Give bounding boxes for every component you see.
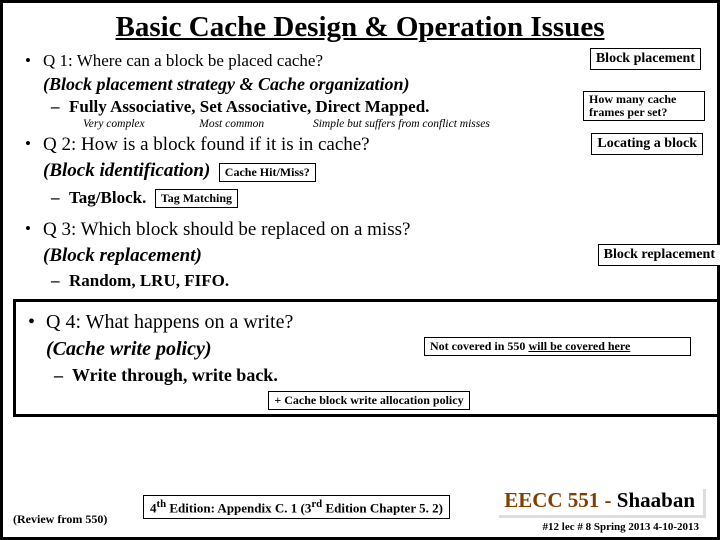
q1-note1: Very complex <box>83 118 145 130</box>
q4-policy: (Cache write policy) <box>46 338 212 360</box>
q4-sub: Write through, write back. <box>72 364 692 387</box>
q3-box: Block replacement <box>598 244 720 266</box>
q1-text: Q 1: Where can a block be placed cache? <box>43 51 323 70</box>
q2-text: Q 2: How is a block found if it is in ca… <box>43 134 370 155</box>
q1-line: Q 1: Where can a block be placed cache? … <box>43 50 695 71</box>
q3-line: Q 3: Which block should be replaced on a… <box>43 218 695 242</box>
q4-box: Not covered in 550 will be covered here <box>424 337 691 356</box>
footer-review: (Review from 550) <box>13 512 107 527</box>
q2-id: (Block identification) <box>43 160 210 181</box>
q1-note3: Simple but suffers from conflict misses <box>313 118 490 130</box>
slide: Basic Cache Design & Operation Issues Q … <box>0 0 720 540</box>
q1-sub: Fully Associative, Set Associative, Dire… <box>69 96 695 117</box>
q3-text: Q 3: Which block should be replaced on a… <box>43 219 410 240</box>
footer-meta: #12 lec # 8 Spring 2013 4-10-2013 <box>543 521 699 533</box>
q4-alloc-wrap: + Cache block write allocation policy <box>46 389 692 411</box>
slide-title: Basic Cache Design & Operation Issues <box>3 11 717 44</box>
q2-tagbox: Tag Matching <box>155 189 238 208</box>
q3-repl: (Block replacement) <box>43 245 202 266</box>
q2-id-line: (Block identification) Cache Hit/Miss? <box>43 159 695 183</box>
q4-container: Q 4: What happens on a write? (Cache wri… <box>13 299 720 417</box>
q3-repl-line: (Block replacement) Block replacement <box>43 244 695 268</box>
q4-line: Q 4: What happens on a write? <box>46 310 692 335</box>
course-code: EECC 551 - <box>504 488 617 512</box>
q1-note2: Most common <box>199 118 264 130</box>
q4-policy-line: (Cache write policy) Not covered in 550 … <box>46 337 692 362</box>
q1-strategy: (Block placement strategy & Cache organi… <box>43 74 410 94</box>
course-name: Shaaban <box>617 488 695 512</box>
q2-box: Locating a block <box>591 133 703 155</box>
q1-box: Block placement <box>590 48 701 70</box>
q2-sub: Tag/Block. <box>69 188 146 207</box>
q2-sub-line: Tag/Block. Tag Matching <box>69 187 695 209</box>
content-area: Q 1: Where can a block be placed cache? … <box>3 50 717 417</box>
q4-alloc: + Cache block write allocation policy <box>268 391 469 410</box>
footer-edition: 4th Edition: Appendix C. 1 (3rd Edition … <box>143 495 450 519</box>
q3-sub: Random, LRU, FIFO. <box>69 270 695 291</box>
q2-line: Q 2: How is a block found if it is in ca… <box>43 133 695 157</box>
q2-hitmiss: Cache Hit/Miss? <box>219 163 316 182</box>
footer-course: EECC 551 - Shaaban <box>496 486 703 515</box>
